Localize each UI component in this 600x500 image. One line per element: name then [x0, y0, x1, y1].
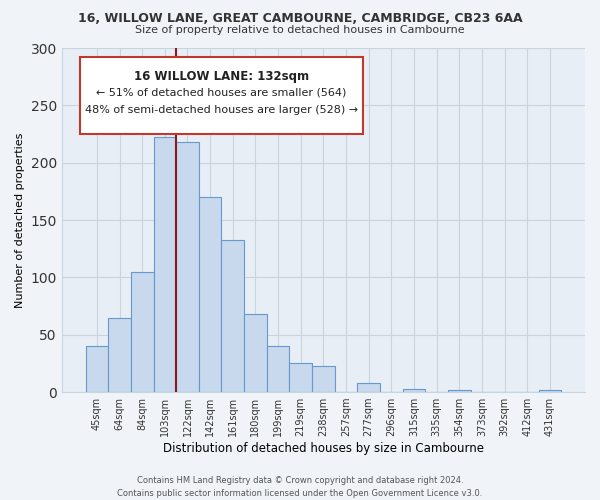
Bar: [312, 366, 335, 392]
Bar: [154, 138, 176, 392]
Bar: [176, 142, 199, 392]
Bar: [108, 318, 131, 392]
Bar: [267, 346, 289, 392]
Text: Size of property relative to detached houses in Cambourne: Size of property relative to detached ho…: [135, 25, 465, 35]
Text: 16, WILLOW LANE, GREAT CAMBOURNE, CAMBRIDGE, CB23 6AA: 16, WILLOW LANE, GREAT CAMBOURNE, CAMBRI…: [77, 12, 523, 26]
Y-axis label: Number of detached properties: Number of detached properties: [15, 132, 25, 308]
Text: 48% of semi-detached houses are larger (528) →: 48% of semi-detached houses are larger (…: [85, 105, 358, 115]
FancyBboxPatch shape: [80, 56, 362, 134]
Bar: [289, 364, 312, 392]
X-axis label: Distribution of detached houses by size in Cambourne: Distribution of detached houses by size …: [163, 442, 484, 455]
Bar: [199, 197, 221, 392]
Bar: [131, 272, 154, 392]
Bar: [221, 240, 244, 392]
Text: Contains HM Land Registry data © Crown copyright and database right 2024.
Contai: Contains HM Land Registry data © Crown c…: [118, 476, 482, 498]
Bar: [358, 383, 380, 392]
Text: 16 WILLOW LANE: 132sqm: 16 WILLOW LANE: 132sqm: [134, 70, 309, 84]
Bar: [86, 346, 108, 392]
Bar: [448, 390, 470, 392]
Text: ← 51% of detached houses are smaller (564): ← 51% of detached houses are smaller (56…: [96, 88, 347, 98]
Bar: [539, 390, 561, 392]
Bar: [403, 388, 425, 392]
Bar: [244, 314, 267, 392]
